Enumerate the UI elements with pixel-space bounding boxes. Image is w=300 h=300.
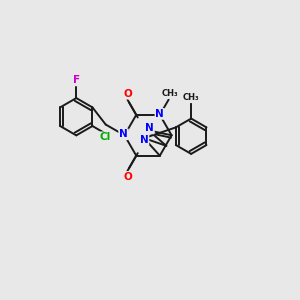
Text: CH₃: CH₃: [161, 89, 178, 98]
Text: N: N: [119, 129, 128, 139]
Text: N: N: [155, 109, 164, 119]
Text: N: N: [145, 123, 154, 134]
Text: Cl: Cl: [100, 132, 111, 142]
Text: N: N: [140, 135, 148, 145]
Text: F: F: [73, 75, 80, 85]
Text: O: O: [123, 172, 132, 182]
Text: CH₃: CH₃: [183, 93, 200, 102]
Text: O: O: [123, 89, 132, 99]
